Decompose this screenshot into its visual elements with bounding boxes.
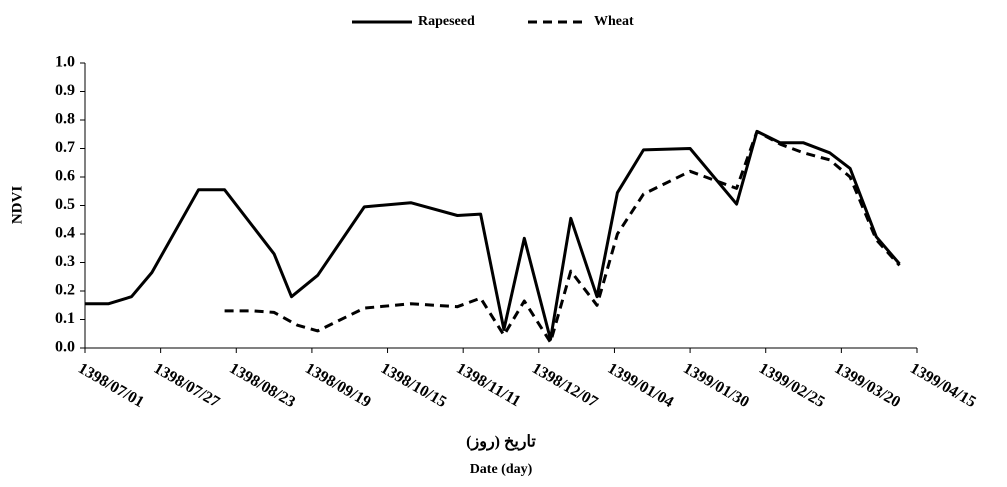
y-tick-label: 0.9 (55, 82, 75, 99)
y-axis-title: NDVI (9, 186, 25, 224)
legend-label: Wheat (594, 14, 634, 29)
x-tick-label: 1398/09/19 (302, 360, 374, 411)
x-axis-title: تاریخ (روز) (466, 434, 536, 452)
x-tick-label: 1399/03/20 (832, 360, 904, 411)
x-tick-label: 1398/08/23 (226, 360, 298, 411)
y-tick-label: 0.8 (55, 111, 75, 128)
series-line (224, 129, 901, 344)
x-tick-label: 1399/04/15 (907, 360, 979, 411)
y-tick-label: 0.7 (55, 139, 75, 156)
y-tick-label: 0.4 (55, 225, 75, 242)
y-tick-label: 0.3 (55, 253, 75, 270)
x-tick-label: 1398/11/11 (453, 360, 523, 410)
x-tick-label: 1398/07/01 (75, 360, 147, 411)
x-tick-label: 1399/01/30 (680, 360, 752, 411)
x-tick-label: 1399/01/04 (605, 360, 677, 411)
x-tick-label: 1398/10/15 (378, 360, 450, 411)
y-tick-label: 0.6 (55, 168, 75, 185)
y-tick-label: 0.1 (55, 310, 75, 327)
y-tick-label: 0.0 (55, 339, 75, 356)
y-tick-label: 0.2 (55, 282, 75, 299)
y-tick-label: 0.5 (55, 196, 75, 213)
x-tick-label: 1398/07/27 (151, 360, 223, 411)
legend-label: Rapeseed (418, 14, 475, 29)
series-line (85, 129, 901, 341)
x-tick-label: 1398/12/07 (529, 360, 601, 411)
x-tick-label: 1399/02/25 (756, 360, 828, 411)
x-axis-title-en: Date (day) (470, 462, 533, 477)
y-tick-label: 1.0 (55, 54, 75, 71)
